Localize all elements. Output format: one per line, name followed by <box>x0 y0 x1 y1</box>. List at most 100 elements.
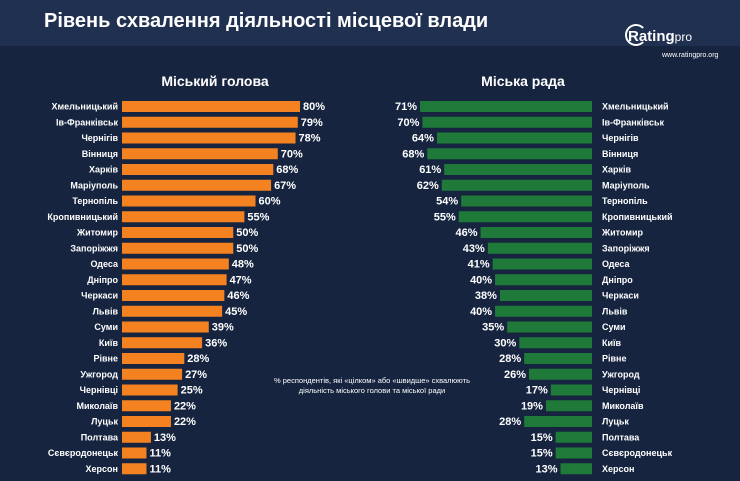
council-bar <box>507 321 592 333</box>
council-value-label: 28% <box>499 353 521 365</box>
council-city-label: Маріуполь <box>602 180 650 190</box>
mayor-value-label: 60% <box>259 196 281 208</box>
mayor-value-label: 55% <box>247 211 269 223</box>
council-city-label: Чернігів <box>602 133 639 143</box>
mayor-value-label: 78% <box>299 133 321 145</box>
mayor-value-label: 67% <box>274 180 296 192</box>
mayor-city-label: Кропивницький <box>47 212 118 222</box>
council-panel-title: Міська рада <box>481 73 565 89</box>
council-value-label: 40% <box>470 306 492 318</box>
mayor-value-label: 45% <box>225 306 247 318</box>
logo-icon <box>625 24 647 46</box>
council-value-label: 55% <box>434 211 456 223</box>
mayor-city-label: Черкаси <box>81 291 118 301</box>
mayor-bar <box>122 368 183 380</box>
mayor-bar <box>122 305 223 317</box>
council-bar <box>499 290 592 301</box>
council-bar <box>492 258 592 270</box>
logo: Ratingpro <box>628 28 692 45</box>
mayor-city-label: Тернопіль <box>72 196 118 206</box>
council-value-label: 30% <box>494 337 516 349</box>
mayor-city-label: Львів <box>93 306 119 316</box>
logo-suffix: pro <box>674 30 693 44</box>
mayor-value-label: 27% <box>185 369 207 381</box>
council-bar <box>529 368 592 380</box>
mayor-bar <box>122 431 151 443</box>
mayor-city-label: Житомир <box>76 228 119 238</box>
mayor-value-label: 11% <box>149 463 171 475</box>
council-city-label: Черкаси <box>602 291 639 301</box>
mayor-bar <box>122 463 147 475</box>
mayor-city-label: Хмельницький <box>51 102 118 112</box>
title-bar <box>0 0 740 46</box>
council-bar <box>519 337 592 349</box>
mayor-bar <box>122 148 278 160</box>
mayor-city-label: Ів-Франківськ <box>56 117 119 127</box>
council-value-label: 43% <box>463 243 485 255</box>
council-city-label: Луцьк <box>602 417 629 427</box>
mayor-city-label: Харків <box>89 165 119 175</box>
council-bar <box>555 431 592 443</box>
mayor-value-label: 36% <box>205 337 227 349</box>
mayor-bar <box>122 101 300 112</box>
mayor-bar <box>122 400 171 412</box>
mayor-bar <box>122 116 298 128</box>
council-bar <box>420 101 592 112</box>
council-bar <box>524 416 592 427</box>
mayor-bar <box>122 290 225 301</box>
council-city-label: Ів-Франківськ <box>602 117 665 127</box>
council-bar <box>427 148 592 160</box>
council-value-label: 68% <box>402 148 424 160</box>
mayor-bar <box>122 195 256 207</box>
council-value-label: 38% <box>475 290 497 302</box>
council-city-label: Миколаїв <box>602 401 644 411</box>
mayor-value-label: 68% <box>276 164 298 176</box>
council-value-label: 62% <box>417 180 439 192</box>
mayor-city-label: Херсон <box>86 464 118 474</box>
council-value-label: 54% <box>436 196 458 208</box>
council-value-label: 70% <box>397 117 419 129</box>
mayor-city-label: Сєвєродонецьк <box>48 448 119 458</box>
mayor-value-label: 39% <box>212 322 234 334</box>
mayor-city-label: Київ <box>99 338 119 348</box>
council-bar <box>545 400 592 412</box>
mayor-city-label: Дніпро <box>87 275 118 285</box>
mayor-city-label: Суми <box>94 322 118 332</box>
council-bar <box>436 132 592 144</box>
council-bar <box>480 227 592 238</box>
council-value-label: 46% <box>456 227 478 239</box>
mayor-city-label: Запоріжжя <box>70 243 118 253</box>
mayor-city-label: Чернігів <box>81 133 118 143</box>
council-bar <box>555 447 592 459</box>
mayor-bar <box>122 227 234 238</box>
council-city-label: Сєвєродонецьк <box>602 448 673 458</box>
council-city-label: Запоріжжя <box>602 243 650 253</box>
chart-note: % респондентів, які «цілком» або «швидше… <box>274 376 470 395</box>
page-title: Рівень схвалення діяльності місцевої вла… <box>44 10 489 32</box>
mayor-bar <box>122 416 171 427</box>
mayor-city-label: Ужгород <box>80 369 118 379</box>
mayor-city-label: Вінниця <box>82 149 118 159</box>
council-value-label: 71% <box>395 101 417 113</box>
council-city-label: Ужгород <box>602 369 640 379</box>
council-city-label: Полтава <box>602 432 640 442</box>
mayor-city-label: Полтава <box>81 432 119 442</box>
council-value-label: 35% <box>482 322 504 334</box>
mayor-city-label: Рівне <box>94 354 118 364</box>
council-value-label: 61% <box>419 164 441 176</box>
council-bar <box>495 305 592 317</box>
mayor-value-label: 46% <box>227 290 249 302</box>
council-value-label: 26% <box>504 369 526 381</box>
mayor-value-label: 22% <box>174 400 196 412</box>
council-value-label: 15% <box>531 448 553 460</box>
mayor-city-label: Миколаїв <box>77 401 119 411</box>
mayor-value-label: 50% <box>236 227 258 239</box>
mayor-value-label: 70% <box>281 148 303 160</box>
mayor-value-label: 79% <box>301 117 323 129</box>
council-city-label: Чернівці <box>602 385 640 395</box>
mayor-value-label: 48% <box>232 259 254 271</box>
council-city-label: Дніпро <box>602 275 633 285</box>
mayor-panel-title: Міський голова <box>161 73 269 89</box>
mayor-city-label: Чернівці <box>80 385 118 395</box>
